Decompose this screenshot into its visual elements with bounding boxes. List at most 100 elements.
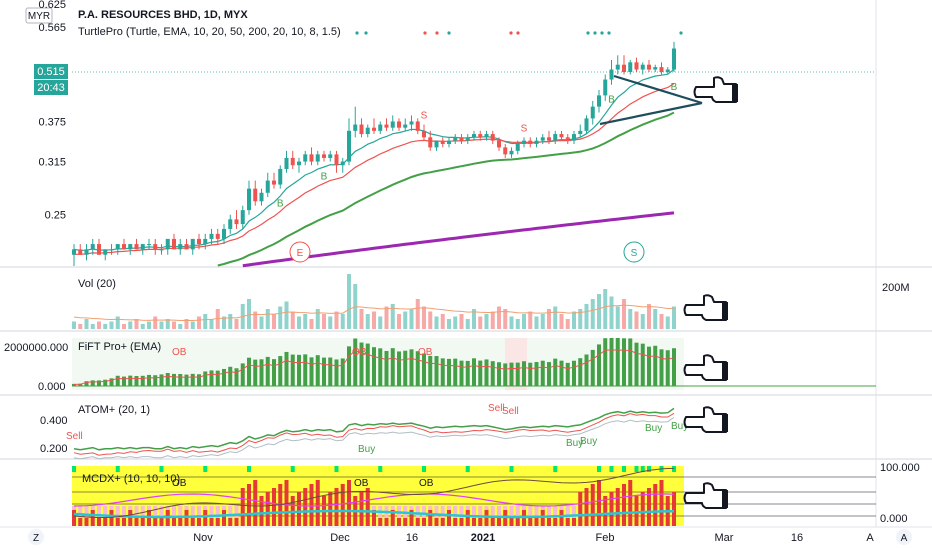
fift-bar	[672, 348, 676, 386]
mcdx-bar-banker	[153, 518, 158, 526]
hand-shape	[683, 406, 728, 433]
mcdx-bar-banker	[315, 480, 320, 526]
mcdx-bar-banker	[109, 510, 114, 526]
ema-lines	[73, 68, 675, 268]
fift-bar	[278, 356, 283, 386]
candle-body	[553, 134, 558, 141]
ema-line-20	[74, 82, 675, 255]
candle-body	[197, 238, 201, 245]
mcdx-bar-banker	[253, 480, 258, 526]
atom-axis-bottom: 0.200	[40, 443, 68, 455]
mcdx-bar-banker	[97, 518, 101, 526]
buy-signal: Buy	[671, 421, 688, 432]
mcdx-bar-banker	[259, 496, 264, 526]
candle-body	[584, 118, 589, 131]
fift-bar	[222, 368, 226, 386]
fift-bar	[209, 370, 214, 386]
mcdx-bar-banker	[647, 488, 651, 526]
mcdx-bar-banker	[434, 518, 439, 526]
mcdx-bar-hot	[159, 466, 164, 472]
candle-body	[540, 137, 545, 141]
circle-marker-e: E	[289, 241, 311, 263]
hand-cuff	[722, 490, 728, 508]
ob-signal: OB	[352, 347, 367, 358]
volume-bar	[215, 309, 220, 329]
fift-bar	[347, 346, 351, 386]
candle-body	[315, 154, 320, 162]
mcdx-bar-banker	[372, 510, 376, 526]
fift-bar	[259, 359, 264, 386]
mcdx-bar-retail	[434, 506, 439, 526]
fift-pane-title[interactable]: FiFT Pro+ (EMA)	[78, 341, 161, 353]
fift-bar	[234, 368, 239, 386]
atom-signals: Sell Sell Sell Buy Buy Buy Buy Buy	[66, 403, 688, 455]
candle-body	[428, 137, 433, 148]
x-tick-label: A	[866, 532, 874, 544]
candle-body	[278, 168, 283, 185]
fift-bar	[140, 375, 145, 386]
candle-body	[184, 244, 189, 250]
candle-body	[665, 69, 670, 72]
volume-bar	[134, 319, 139, 329]
candle-body	[440, 140, 445, 144]
corner-right-label: A	[901, 533, 908, 544]
mcdx-bar-banker	[222, 510, 226, 526]
sell-signal: Sell	[502, 406, 519, 417]
volume-bar	[365, 314, 370, 329]
price-tick-label: 0.375	[38, 116, 66, 128]
fift-bar	[372, 347, 376, 386]
volume-bar	[547, 309, 551, 329]
fift-bar	[147, 374, 151, 386]
volume-bar	[259, 316, 264, 329]
mcdx-bar-banker	[284, 480, 289, 526]
currency-badge[interactable]: MYR	[25, 7, 53, 24]
hand-pointer-icons	[683, 76, 738, 509]
candle-body	[503, 147, 508, 155]
fift-bar	[453, 358, 458, 386]
mcdx-bar-banker	[328, 492, 333, 526]
volume-bar	[84, 319, 89, 329]
fift-histogram	[72, 338, 676, 386]
mcdx-bar-banker	[640, 492, 645, 526]
vol-pane-title[interactable]: Vol (20)	[78, 278, 116, 290]
mcdx-bar-banker	[297, 492, 301, 526]
volume-bar	[665, 316, 670, 329]
candle-body	[272, 180, 276, 185]
mcdx-bar-banker	[553, 518, 558, 526]
mcdx-bar-hot	[290, 466, 295, 472]
volume-bar	[603, 289, 608, 329]
price-tick-label: 0.25	[45, 210, 66, 222]
candle-body	[122, 244, 126, 250]
candle-body	[265, 180, 270, 193]
volume-bar	[315, 309, 320, 329]
fift-bar	[465, 360, 470, 386]
mcdx-bar-banker	[653, 484, 658, 526]
fift-bar	[290, 354, 295, 386]
time-axis[interactable]: Z Nov Dec 16 2021 Feb Mar 16 A A	[0, 526, 932, 545]
hand-cuff	[732, 84, 738, 102]
volume-bar	[122, 324, 126, 329]
mcdx-pane-title[interactable]: MCDX+ (10, 10, 10)	[82, 473, 180, 485]
header-dots	[355, 31, 683, 35]
mcdx-bar-hot	[334, 466, 339, 472]
atom-pane-title[interactable]: ATOM+ (20, 1)	[78, 404, 150, 416]
indicator-legend[interactable]: TurtlePro (Turtle, EMA, 10, 20, 50, 200,…	[78, 26, 341, 38]
volume-bar	[622, 299, 626, 329]
mcdx-bar-banker	[340, 484, 345, 526]
fift-bar	[615, 338, 620, 386]
mcdx-axis-top: 100.000	[880, 462, 920, 474]
mcdx-bar-banker	[422, 518, 426, 526]
volume-bar	[409, 309, 414, 329]
signal-label: B	[277, 199, 284, 210]
zoom-reset-icon	[28, 529, 44, 545]
candle-body	[247, 188, 251, 211]
candle-body	[72, 249, 76, 255]
ema-line-200	[242, 211, 675, 268]
fift-bar	[553, 358, 558, 386]
x-tick-label: 16	[406, 532, 418, 544]
volume-bar	[578, 309, 583, 329]
volume-bar	[540, 314, 545, 329]
fift-bar	[303, 354, 308, 386]
